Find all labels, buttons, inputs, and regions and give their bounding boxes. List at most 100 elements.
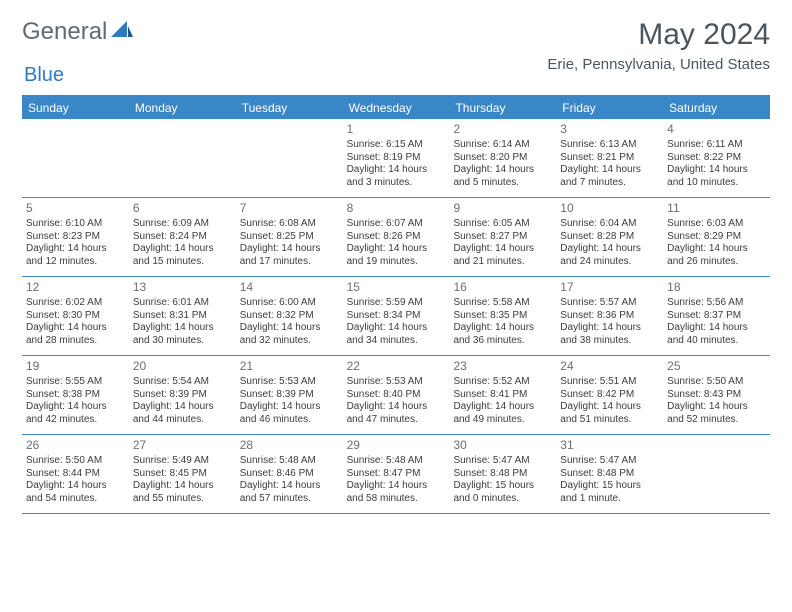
day-cell: 8Sunrise: 6:07 AMSunset: 8:26 PMDaylight… bbox=[343, 198, 450, 276]
daylight-text: Daylight: 14 hours bbox=[26, 480, 125, 493]
day-number: 26 bbox=[26, 438, 125, 453]
sunset-text: Sunset: 8:48 PM bbox=[560, 468, 659, 481]
sunrise-text: Sunrise: 5:50 AM bbox=[26, 455, 125, 468]
title-block: May 2024 Erie, Pennsylvania, United Stat… bbox=[547, 18, 770, 73]
day-number: 29 bbox=[347, 438, 446, 453]
sunrise-text: Sunrise: 5:53 AM bbox=[347, 376, 446, 389]
day-cell: 22Sunrise: 5:53 AMSunset: 8:40 PMDayligh… bbox=[343, 356, 450, 434]
daylight-text: Daylight: 14 hours bbox=[453, 401, 552, 414]
dow-sunday: Sunday bbox=[22, 97, 129, 119]
sunrise-text: Sunrise: 5:56 AM bbox=[667, 297, 766, 310]
sunset-text: Sunset: 8:44 PM bbox=[26, 468, 125, 481]
day-cell: 31 Sunrise: 5:47 AMSunset: 8:48 PMDayligh… bbox=[556, 435, 663, 513]
day-cell: 18Sunrise: 5:56 AMSunset: 8:37 PMDayligh… bbox=[663, 277, 770, 355]
sunrise-text: Sunrise: 6:13 AM bbox=[560, 139, 659, 152]
daylight-text: Daylight: 14 hours bbox=[347, 322, 446, 335]
day-cell: 24Sunrise: 5:51 AMSunset: 8:42 PMDayligh… bbox=[556, 356, 663, 434]
daylight-text: and 55 minutes. bbox=[133, 493, 232, 506]
dow-wednesday: Wednesday bbox=[343, 97, 450, 119]
sunset-text: Sunset: 8:29 PM bbox=[667, 231, 766, 244]
day-number: 21 bbox=[240, 359, 339, 374]
day-number: 28 bbox=[240, 438, 339, 453]
day-cell: 14Sunrise: 6:00 AMSunset: 8:32 PMDayligh… bbox=[236, 277, 343, 355]
daylight-text: and 36 minutes. bbox=[453, 335, 552, 348]
day-number: 11 bbox=[667, 201, 766, 216]
week-row: 26Sunrise: 5:50 AMSunset: 8:44 PMDayligh… bbox=[22, 435, 770, 514]
sunset-text: Sunset: 8:30 PM bbox=[26, 310, 125, 323]
sunset-text: Sunset: 8:47 PM bbox=[347, 468, 446, 481]
day-cell: 16Sunrise: 5:58 AMSunset: 8:35 PMDayligh… bbox=[449, 277, 556, 355]
sunset-text: Sunset: 8:27 PM bbox=[453, 231, 552, 244]
sunrise-text: Sunrise: 5:54 AM bbox=[133, 376, 232, 389]
sunrise-text: Sunrise: 6:07 AM bbox=[347, 218, 446, 231]
sunset-text: Sunset: 8:19 PM bbox=[347, 152, 446, 165]
sunset-text: Sunset: 8:36 PM bbox=[560, 310, 659, 323]
day-cell: 6Sunrise: 6:09 AMSunset: 8:24 PMDaylight… bbox=[129, 198, 236, 276]
sunset-text: Sunset: 8:25 PM bbox=[240, 231, 339, 244]
day-cell: 11Sunrise: 6:03 AMSunset: 8:29 PMDayligh… bbox=[663, 198, 770, 276]
sail-icon bbox=[111, 18, 133, 46]
day-cell: 7Sunrise: 6:08 AMSunset: 8:25 PMDaylight… bbox=[236, 198, 343, 276]
daylight-text: and 19 minutes. bbox=[347, 256, 446, 269]
day-number: 25 bbox=[667, 359, 766, 374]
sunset-text: Sunset: 8:48 PM bbox=[453, 468, 552, 481]
sunrise-text: Sunrise: 5:47 AM bbox=[560, 455, 659, 468]
sunset-text: Sunset: 8:38 PM bbox=[26, 389, 125, 402]
daylight-text: Daylight: 14 hours bbox=[667, 401, 766, 414]
daylight-text: and 3 minutes. bbox=[347, 177, 446, 190]
day-number: 6 bbox=[133, 201, 232, 216]
sunrise-text: Sunrise: 5:48 AM bbox=[347, 455, 446, 468]
sunrise-text: Sunrise: 6:08 AM bbox=[240, 218, 339, 231]
daylight-text: and 46 minutes. bbox=[240, 414, 339, 427]
sunrise-text: Sunrise: 5:51 AM bbox=[560, 376, 659, 389]
day-number: 3 bbox=[560, 122, 659, 137]
daylight-text: and 57 minutes. bbox=[240, 493, 339, 506]
logo-text-general: General bbox=[22, 18, 107, 45]
day-number: 10 bbox=[560, 201, 659, 216]
daylight-text: and 15 minutes. bbox=[133, 256, 232, 269]
sunset-text: Sunset: 8:31 PM bbox=[133, 310, 232, 323]
sunrise-text: Sunrise: 5:55 AM bbox=[26, 376, 125, 389]
dow-thursday: Thursday bbox=[449, 97, 556, 119]
daylight-text: Daylight: 14 hours bbox=[133, 480, 232, 493]
daylight-text: and 1 minute. bbox=[560, 493, 659, 506]
sunrise-text: Sunrise: 5:52 AM bbox=[453, 376, 552, 389]
day-number: 19 bbox=[26, 359, 125, 374]
day-cell: 4Sunrise: 6:11 AMSunset: 8:22 PMDaylight… bbox=[663, 119, 770, 197]
week-row: 19 Sunrise: 5:55 AMSunset: 8:38 PM Dayligh… bbox=[22, 356, 770, 435]
sunrise-text: Sunrise: 6:02 AM bbox=[26, 297, 125, 310]
sunset-text: Sunset: 8:32 PM bbox=[240, 310, 339, 323]
daylight-text: Daylight: 15 hours bbox=[560, 480, 659, 493]
sunrise-text: Sunrise: 6:11 AM bbox=[667, 139, 766, 152]
day-cell: 19Sunrise: 5:55 AMSunset: 8:38 PMDayligh… bbox=[22, 356, 129, 434]
day-cell bbox=[236, 119, 343, 197]
daylight-text: and 58 minutes. bbox=[347, 493, 446, 506]
logo: General Blue bbox=[22, 18, 133, 87]
sunrise-text: Sunrise: 6:03 AM bbox=[667, 218, 766, 231]
sunset-text: Sunset: 8:34 PM bbox=[347, 310, 446, 323]
week-row: 12 Sunrise: 6:02 AMSunset: 8:30 PM Dayligh… bbox=[22, 277, 770, 356]
daylight-text: and 0 minutes. bbox=[453, 493, 552, 506]
dow-friday: Friday bbox=[556, 97, 663, 119]
daylight-text: Daylight: 14 hours bbox=[560, 401, 659, 414]
dow-monday: Monday bbox=[129, 97, 236, 119]
day-cell: 9Sunrise: 6:05 AMSunset: 8:27 PMDaylight… bbox=[449, 198, 556, 276]
day-number: 12 bbox=[26, 280, 125, 295]
sunset-text: Sunset: 8:42 PM bbox=[560, 389, 659, 402]
calendar: Sunday Monday Tuesday Wednesday Thursday… bbox=[22, 95, 770, 514]
daylight-text: and 54 minutes. bbox=[26, 493, 125, 506]
daylight-text: and 51 minutes. bbox=[560, 414, 659, 427]
dow-saturday: Saturday bbox=[663, 97, 770, 119]
day-cell: 12Sunrise: 6:02 AMSunset: 8:30 PMDayligh… bbox=[22, 277, 129, 355]
day-cell: 26 Sunrise: 5:50 AMSunset: 8:44 PMDayligh… bbox=[22, 435, 129, 513]
day-cell: 17Sunrise: 5:57 AMSunset: 8:36 PMDayligh… bbox=[556, 277, 663, 355]
sunrise-text: Sunrise: 5:49 AM bbox=[133, 455, 232, 468]
sunset-text: Sunset: 8:39 PM bbox=[240, 389, 339, 402]
day-number: 5 bbox=[26, 201, 125, 216]
day-of-week-row: Sunday Monday Tuesday Wednesday Thursday… bbox=[22, 97, 770, 119]
day-number: 2 bbox=[453, 122, 552, 137]
daylight-text: Daylight: 14 hours bbox=[240, 243, 339, 256]
daylight-text: Daylight: 14 hours bbox=[133, 243, 232, 256]
day-number: 31 bbox=[560, 438, 659, 453]
day-cell bbox=[22, 119, 129, 197]
